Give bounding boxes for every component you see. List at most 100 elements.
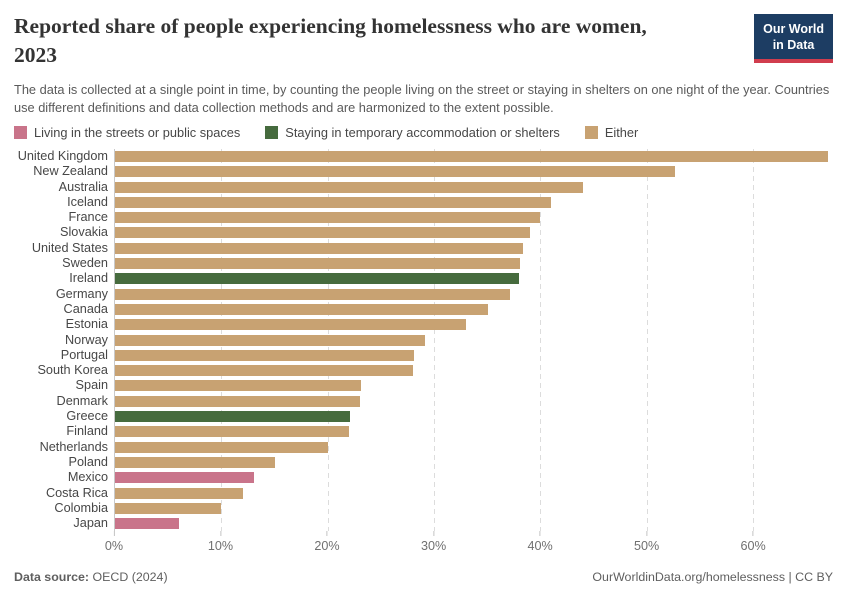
bar[interactable] <box>115 411 351 423</box>
legend-swatch-shelter <box>265 125 279 139</box>
bar[interactable] <box>115 319 467 331</box>
bar[interactable] <box>115 303 489 315</box>
x-tick: 50% <box>634 531 659 553</box>
x-tick-label: 40% <box>527 539 553 554</box>
bar[interactable] <box>115 334 425 346</box>
country-label[interactable]: Iceland <box>67 194 108 209</box>
bar[interactable] <box>115 456 275 468</box>
bar-row <box>115 516 833 531</box>
bar[interactable] <box>115 227 530 239</box>
bar[interactable] <box>115 349 414 361</box>
bar[interactable] <box>115 487 243 499</box>
bar[interactable] <box>115 288 510 300</box>
bar-row <box>115 195 833 210</box>
tick-mark <box>752 531 754 537</box>
bar-row <box>115 409 833 424</box>
bar[interactable] <box>115 502 222 514</box>
bar-row <box>115 363 833 378</box>
legend-item-shelter[interactable]: Staying in temporary accommodation or sh… <box>265 125 560 140</box>
x-tick-label: 20% <box>314 539 340 554</box>
country-label[interactable]: Canada <box>63 301 108 316</box>
data-source-value: OECD (2024) <box>92 570 168 585</box>
bar[interactable] <box>115 395 360 407</box>
bar-row <box>115 501 833 516</box>
chart-subtitle: The data is collected at a single point … <box>14 82 830 115</box>
bar-row <box>115 394 833 409</box>
country-label[interactable]: Germany <box>55 286 108 301</box>
legend-swatch-street <box>14 125 27 139</box>
country-label[interactable]: Netherlands <box>39 439 108 454</box>
tick-mark <box>113 531 115 537</box>
country-label[interactable]: Australia <box>58 179 108 194</box>
bar-row <box>115 348 833 363</box>
country-label[interactable]: Portugal <box>60 347 108 362</box>
country-label[interactable]: France <box>68 210 109 225</box>
country-label[interactable]: New Zealand <box>33 164 108 179</box>
x-tick-label: 10% <box>207 539 234 554</box>
bar-row <box>115 470 833 485</box>
country-label[interactable]: Sweden <box>62 256 108 271</box>
bar[interactable] <box>115 150 828 162</box>
bar-row <box>115 302 833 317</box>
x-tick: 60% <box>741 531 766 553</box>
labels-column: United Kingdom New Zealand Australia Icelan… <box>14 149 114 531</box>
x-tick: 0% <box>105 531 123 553</box>
bar[interactable] <box>115 242 524 254</box>
bar[interactable] <box>115 472 255 484</box>
country-label[interactable]: Mexico <box>67 470 108 485</box>
country-label[interactable]: Greece <box>66 409 108 424</box>
plot-area <box>114 148 833 532</box>
bar[interactable] <box>115 181 584 193</box>
bar[interactable] <box>115 212 541 224</box>
country-label[interactable]: United States <box>31 240 108 255</box>
tick-mark <box>326 531 328 537</box>
footer-credit-link[interactable]: OurWorldinData.org/homelessness | CC BY <box>592 570 833 585</box>
bar-row <box>115 180 833 195</box>
bar[interactable] <box>115 196 552 208</box>
bar-row <box>115 378 833 393</box>
data-source-label: Data source: <box>14 570 90 585</box>
bar[interactable] <box>115 365 413 377</box>
bar[interactable] <box>115 518 179 530</box>
gridline <box>540 148 542 532</box>
country-label[interactable]: South Korea <box>37 363 108 378</box>
tick-mark <box>646 531 648 537</box>
x-tick-label: 50% <box>633 539 660 554</box>
legend-item-street[interactable]: Living in the streets or public spaces <box>14 125 240 140</box>
country-label[interactable]: Ireland <box>69 271 108 286</box>
country-label[interactable]: Spain <box>75 378 108 393</box>
country-label[interactable]: Poland <box>68 454 108 469</box>
chart-footer: Data source: OECD (2024) OurWorldinData.… <box>14 570 833 584</box>
bar-row <box>115 424 833 439</box>
bar-row <box>115 333 833 348</box>
bar[interactable] <box>115 380 361 392</box>
x-axis: 0% 10% 20% 30% 40% 50% 60% <box>105 531 833 555</box>
country-label[interactable]: Slovakia <box>60 225 108 240</box>
country-label[interactable]: Norway <box>64 332 108 347</box>
x-tick: 40% <box>527 531 553 554</box>
legend-label: Either <box>604 124 639 140</box>
bar-row <box>115 225 833 240</box>
country-label[interactable]: Japan <box>73 516 108 531</box>
page-title-line-1: Reported share of people experiencing ho… <box>14 14 647 38</box>
bar-row <box>115 317 833 332</box>
country-label[interactable]: Finland <box>66 424 108 439</box>
legend-label: Living in the streets or public spaces <box>34 124 241 140</box>
bar[interactable] <box>115 426 349 438</box>
x-tick-label: 30% <box>420 539 447 554</box>
x-tick: 30% <box>421 531 446 553</box>
country-label[interactable]: Estonia <box>65 317 108 332</box>
bar-row <box>115 486 833 501</box>
bar[interactable] <box>115 258 521 270</box>
bar[interactable] <box>115 166 675 178</box>
country-label[interactable]: United Kingdom <box>17 148 108 163</box>
country-label[interactable]: Denmark <box>56 393 108 408</box>
legend-item-either[interactable]: Either <box>584 124 639 140</box>
bar[interactable] <box>115 273 520 285</box>
country-label[interactable]: Costa Rica <box>45 485 108 500</box>
country-label[interactable]: Colombia <box>54 500 108 515</box>
bar-row <box>115 455 833 470</box>
x-tick-label: 0% <box>104 539 124 554</box>
bar[interactable] <box>115 441 328 453</box>
bar-row <box>115 440 833 455</box>
